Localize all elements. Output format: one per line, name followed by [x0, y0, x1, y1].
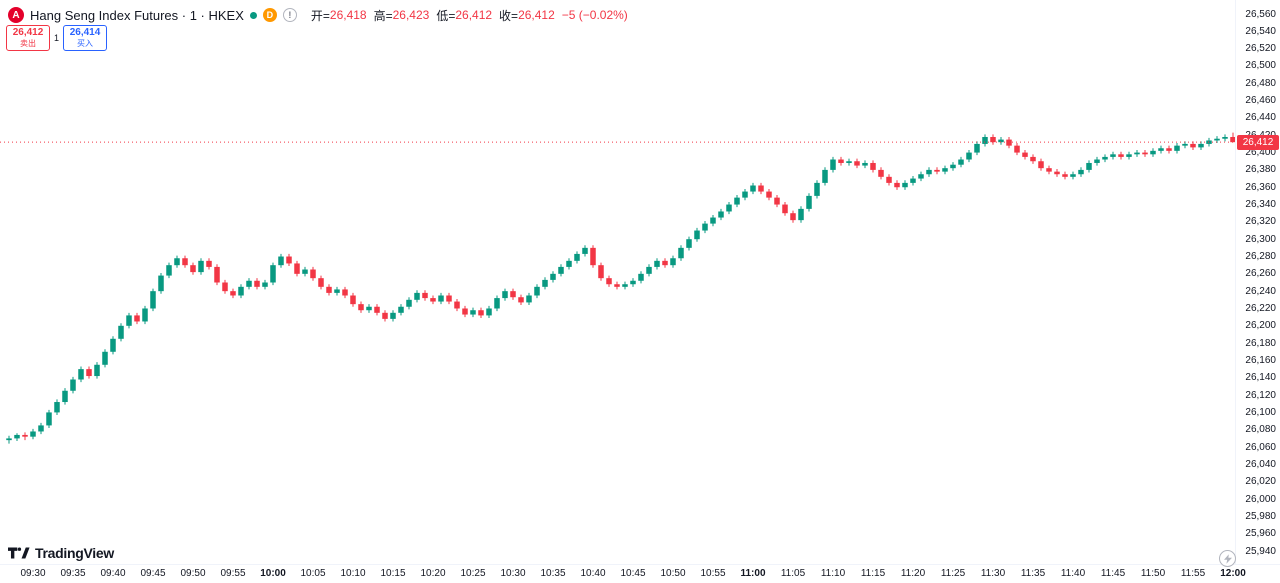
ohlc-readout: 开= 26,418 高= 26,423 低= 26,412 收= 26,412 −5 (… [311, 7, 628, 24]
time-tick-label: 09:30 [20, 568, 46, 579]
time-tick-label: 11:10 [820, 568, 846, 579]
price-tick-label: 26,320 [1245, 216, 1276, 228]
price-tick-label: 25,940 [1245, 545, 1276, 557]
high-value: 26,423 [392, 8, 430, 22]
time-tick-label: 10:50 [660, 568, 686, 579]
time-axis[interactable]: 09:30 09:35 09:40 09:45 09:50 09:55 10:00 10:05… [0, 564, 1280, 583]
sell-button[interactable]: 26,412 卖出 [6, 25, 50, 51]
sell-price: 26,412 [12, 27, 44, 38]
buy-label: 买入 [77, 39, 94, 48]
time-tick-label: 09:45 [140, 568, 166, 579]
price-tick-label: 26,060 [1245, 441, 1276, 453]
time-tick-label: 10:25 [460, 568, 486, 579]
price-tick-label: 26,300 [1245, 233, 1276, 245]
time-tick-label: 09:35 [60, 568, 86, 579]
price-tick-label: 26,080 [1245, 424, 1276, 436]
time-tick-label: 11:50 [1140, 568, 1166, 579]
symbol-title[interactable]: Hang Seng Index Futures · 1 · HKEX [30, 7, 244, 23]
buy-button[interactable]: 26,414 买入 [63, 25, 108, 51]
close-value: 26,412 [518, 8, 555, 22]
high-label: 高= [373, 8, 393, 23]
spread-value: 1 [54, 33, 60, 43]
change-value: −5 (−0.02%) [561, 8, 628, 22]
time-tick-label: 11:00 [740, 568, 766, 579]
time-tick-label: 11:55 [1180, 568, 1206, 579]
time-tick-label: 11:05 [780, 568, 806, 579]
low-label: 低= [436, 8, 456, 23]
open-label: 开= [310, 8, 330, 23]
time-tick-label: 10:05 [300, 568, 326, 579]
time-tick-label: 11:30 [980, 568, 1006, 579]
price-tick-label: 26,000 [1245, 493, 1276, 505]
chart-legend: A Hang Seng Index Futures · 1 · HKEX D !… [8, 6, 628, 24]
delayed-data-badge[interactable]: D [262, 8, 277, 22]
time-tick-label: 11:20 [900, 568, 926, 579]
price-tick-label: 26,180 [1245, 337, 1276, 349]
price-axis[interactable]: 26,560 26,540 26,520 26,500 26,480 26,460 26,4… [1235, 0, 1280, 565]
price-tick-label: 26,440 [1245, 112, 1276, 124]
time-tick-label: 11:15 [860, 568, 886, 579]
time-tick-label: 10:10 [340, 568, 366, 579]
price-tick-label: 26,140 [1245, 372, 1276, 384]
tradingview-mark-icon [8, 547, 30, 559]
price-tick-label: 26,380 [1245, 164, 1276, 176]
time-tick-label: 10:00 [260, 568, 286, 579]
price-tick-label: 26,200 [1245, 320, 1276, 332]
time-tick-label: 10:40 [580, 568, 606, 579]
price-tick-label: 26,100 [1245, 406, 1276, 418]
candlestick-chart[interactable] [0, 0, 1236, 565]
price-tick-label: 26,240 [1245, 285, 1276, 297]
tradingview-logo-text: TradingView [35, 545, 114, 561]
open-value: 26,418 [329, 8, 367, 22]
time-tick-label: 11:25 [940, 568, 966, 579]
price-tick-label: 25,980 [1245, 510, 1276, 522]
low-value: 26,412 [455, 8, 493, 22]
time-tick-label: 10:45 [620, 568, 646, 579]
price-tick-label: 26,520 [1245, 43, 1276, 55]
time-tick-label: 10:30 [500, 568, 526, 579]
time-tick-label: 12:00 [1220, 568, 1246, 579]
price-tick-label: 26,480 [1245, 77, 1276, 89]
time-tick-label: 09:55 [220, 568, 246, 579]
price-tick-label: 26,220 [1245, 302, 1276, 314]
time-tick-label: 10:35 [540, 568, 566, 579]
sell-label: 卖出 [20, 39, 36, 48]
price-tick-label: 26,260 [1245, 268, 1276, 280]
price-tick-label: 26,500 [1245, 60, 1276, 72]
time-tick-label: 09:50 [180, 568, 206, 579]
price-tick-label: 26,280 [1245, 251, 1276, 263]
lightning-bolt-icon [1223, 553, 1232, 564]
market-open-dot-icon [249, 11, 257, 19]
price-tick-label: 26,160 [1245, 354, 1276, 366]
price-tick-label: 26,340 [1245, 199, 1276, 211]
time-tick-label: 10:55 [700, 568, 726, 579]
price-tick-label: 26,020 [1245, 476, 1276, 488]
price-tick-label: 26,460 [1245, 95, 1276, 107]
buy-sell-widget: 26,412 卖出 1 26,414 买入 [6, 25, 108, 51]
time-tick-label: 11:35 [1020, 568, 1046, 579]
time-tick-label: 09:40 [100, 568, 126, 579]
notice-badge[interactable]: ! [282, 8, 297, 22]
close-label: 收= [499, 8, 519, 23]
time-tick-label: 11:40 [1060, 568, 1086, 579]
price-tick-label: 25,960 [1245, 528, 1276, 540]
price-tick-label: 26,120 [1245, 389, 1276, 401]
price-tick-label: 26,540 [1245, 25, 1276, 37]
last-price-badge: 26,412 [1237, 134, 1279, 150]
time-tick-label: 10:15 [380, 568, 406, 579]
price-tick-label: 26,560 [1245, 8, 1276, 20]
data-status-button[interactable] [1219, 550, 1236, 567]
time-tick-label: 10:20 [420, 568, 446, 579]
tradingview-logo[interactable]: TradingView [8, 545, 114, 561]
buy-price: 26,414 [69, 27, 101, 38]
symbol-logo-icon[interactable]: A [8, 7, 24, 23]
price-tick-label: 26,040 [1245, 458, 1276, 470]
time-tick-label: 11:45 [1100, 568, 1126, 579]
price-tick-label: 26,360 [1245, 181, 1276, 193]
price-tick-label: 26,400 [1245, 147, 1276, 159]
